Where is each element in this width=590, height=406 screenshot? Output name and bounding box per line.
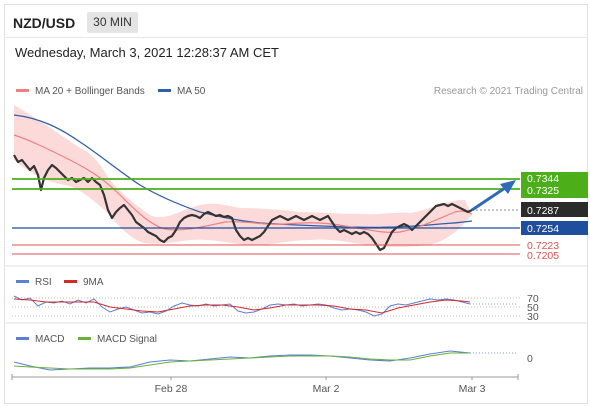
current-price-box — [521, 202, 588, 217]
ma20-legend-swatch — [16, 89, 29, 92]
current-price-label: 0.7287 — [527, 205, 559, 217]
ma50-legend-swatch — [158, 89, 171, 92]
support-2-label: 0.7205 — [527, 250, 559, 262]
chart-datetime: Wednesday, March 3, 2021 12:28:37 AM CET — [15, 45, 279, 60]
rsi-70-label: 70 — [527, 293, 539, 305]
macd-signal-legend-label: MACD Signal — [97, 334, 157, 345]
ma20-line — [13, 134, 473, 234]
rsi-line — [13, 295, 471, 317]
resistance-1-box — [521, 185, 588, 198]
macd-zero-label: 0 — [527, 353, 533, 365]
timeframe-button[interactable]: 30 MIN — [87, 12, 138, 33]
rsi-ma-legend-swatch — [64, 280, 77, 283]
rsi-legend-swatch — [16, 280, 29, 283]
resistance-1-label: 0.7325 — [527, 185, 559, 197]
macd-legend-label: MACD — [35, 334, 64, 345]
forecast-arrow-head — [500, 180, 516, 194]
symbol-title: NZD/USD — [13, 15, 76, 31]
pivot-label: 0.7254 — [527, 223, 559, 235]
rsi-ma-legend-label: 9MA — [83, 277, 104, 288]
chart-header: NZD/USD 30 MIN — [4, 4, 588, 38]
price-candles — [13, 154, 473, 252]
macd-signal-line — [13, 352, 470, 370]
resistance-2-box — [521, 172, 588, 185]
forecast-arrow — [471, 184, 509, 212]
rsi-50-label: 50 — [527, 302, 539, 314]
macd-signal-legend-swatch — [78, 337, 91, 340]
x-axis-label-mar2: Mar 2 — [313, 383, 340, 395]
pivot-box — [521, 221, 588, 235]
rsi-30-label: 30 — [527, 311, 539, 323]
x-axis-label-feb28: Feb 28 — [155, 383, 188, 395]
resistance-2-label: 0.7344 — [527, 173, 559, 185]
x-axis-label-mar3: Mar 3 — [459, 383, 486, 395]
ma50-legend-label: MA 50 — [177, 86, 206, 97]
bollinger-band — [14, 105, 472, 247]
ma20-legend-label: MA 20 + Bollinger Bands — [35, 86, 145, 97]
rsi-legend-label: RSI — [35, 277, 52, 288]
rsi-ma-line — [13, 298, 471, 314]
support-1-label: 0.7223 — [527, 240, 559, 252]
credit-text: Research © 2021 Trading Central — [434, 86, 583, 97]
macd-legend-swatch — [16, 337, 29, 340]
